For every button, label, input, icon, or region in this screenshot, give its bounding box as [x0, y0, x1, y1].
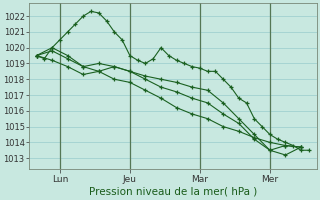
X-axis label: Pression niveau de la mer( hPa ): Pression niveau de la mer( hPa ): [89, 187, 257, 197]
